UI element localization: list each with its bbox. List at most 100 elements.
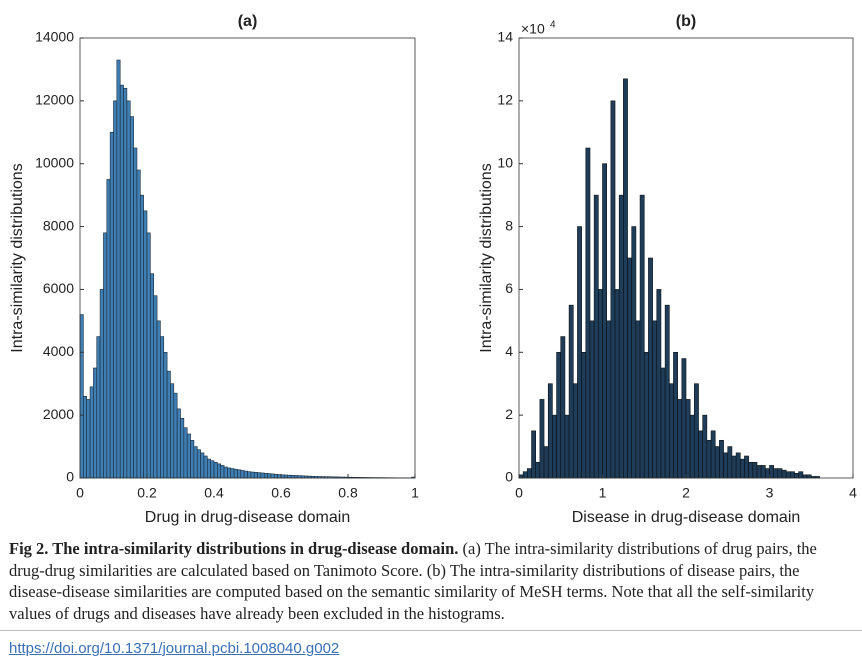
bar xyxy=(237,469,242,479)
bar xyxy=(539,399,545,479)
bar xyxy=(273,473,278,479)
bar xyxy=(660,367,666,479)
bar xyxy=(150,273,155,479)
bar xyxy=(748,461,754,479)
bar xyxy=(710,430,716,479)
bar xyxy=(656,289,662,479)
bar xyxy=(706,439,712,479)
bar xyxy=(270,473,275,479)
bar xyxy=(156,320,161,479)
bar xyxy=(552,414,557,479)
bar xyxy=(263,472,268,479)
bar xyxy=(798,471,804,479)
y-tick-label: 10 xyxy=(497,154,513,170)
bar xyxy=(602,163,607,479)
bar xyxy=(598,289,603,479)
bar xyxy=(166,370,171,479)
bar xyxy=(681,358,687,479)
doi-link[interactable]: https://doi.org/10.1371/journal.pcbi.100… xyxy=(9,640,340,657)
bar xyxy=(186,433,191,479)
y-tick-label: 0 xyxy=(505,469,513,485)
bar xyxy=(623,78,628,479)
y-axis-label: Intra-similarity distributions xyxy=(478,163,495,352)
bar xyxy=(785,471,791,479)
bar xyxy=(230,468,235,479)
bar xyxy=(572,383,578,479)
y-tick-label: 12000 xyxy=(35,92,74,108)
bar xyxy=(170,383,175,479)
bar xyxy=(106,179,111,479)
x-tick-label: 0.4 xyxy=(204,485,224,501)
caption-text: (a) The intra-similarity distributions o… xyxy=(9,539,817,623)
bar xyxy=(522,471,528,479)
x-tick-label: 0.6 xyxy=(271,485,291,501)
bar xyxy=(290,475,295,479)
bar xyxy=(113,100,118,479)
y-multiplier-exponent: 4 xyxy=(550,20,556,31)
bar xyxy=(585,147,591,479)
bar xyxy=(769,465,774,479)
bar xyxy=(639,194,645,479)
bar xyxy=(89,386,94,479)
bar xyxy=(635,320,641,479)
bar xyxy=(627,257,633,479)
bar xyxy=(213,461,218,479)
divider xyxy=(0,630,862,631)
bar xyxy=(790,471,795,479)
bar xyxy=(223,466,228,479)
bar xyxy=(689,414,695,479)
bar xyxy=(606,320,612,479)
bar xyxy=(200,452,205,479)
axes-frame xyxy=(79,37,416,479)
bar xyxy=(773,468,779,479)
y-tick-label: 8 xyxy=(505,217,513,233)
bar xyxy=(203,455,208,479)
bar xyxy=(765,468,770,479)
y-tick-label: 6000 xyxy=(43,280,74,296)
bar xyxy=(183,427,188,479)
bar xyxy=(267,473,272,479)
bar xyxy=(610,100,616,479)
bar xyxy=(739,458,745,479)
bar xyxy=(794,472,800,479)
bar xyxy=(196,449,201,479)
bar xyxy=(277,474,282,479)
bar xyxy=(180,417,185,479)
bar xyxy=(173,392,178,479)
bar xyxy=(618,194,624,479)
x-tick-label: 1 xyxy=(599,485,607,501)
bar xyxy=(694,383,699,479)
bar xyxy=(577,226,582,479)
y-tick-label: 14000 xyxy=(35,29,74,45)
bar xyxy=(233,468,238,479)
caption-label: Fig 2. The intra-similarity distribution… xyxy=(9,539,459,558)
bar xyxy=(253,472,258,479)
y-axis-label: Intra-similarity distributions xyxy=(9,163,26,352)
y-multiplier: ×10 xyxy=(521,21,545,37)
y-tick-label: 0 xyxy=(66,469,74,485)
caption: Fig 2. The intra-similarity distribution… xyxy=(9,538,854,624)
bar xyxy=(744,455,749,479)
y-tick-label: 4000 xyxy=(43,343,74,359)
bar xyxy=(702,414,708,479)
y-tick-label: 4 xyxy=(505,343,513,359)
bar xyxy=(560,336,566,479)
bar xyxy=(227,467,232,479)
bar xyxy=(802,474,808,479)
x-tick-label: 0 xyxy=(76,485,84,501)
x-axis-label: Drug in drug-disease domain xyxy=(145,509,350,526)
bar xyxy=(136,169,141,479)
bar xyxy=(133,147,138,479)
x-tick-label: 0.8 xyxy=(338,485,358,501)
y-tick-label: 8000 xyxy=(43,217,74,233)
bar xyxy=(643,351,649,479)
bar xyxy=(677,399,683,479)
bar xyxy=(719,439,724,479)
bar xyxy=(83,395,87,479)
bar xyxy=(153,295,158,479)
bar xyxy=(96,336,101,479)
bar xyxy=(240,470,245,479)
y-tick-label: 2000 xyxy=(43,406,74,422)
bar xyxy=(79,314,84,479)
bar xyxy=(756,465,762,479)
